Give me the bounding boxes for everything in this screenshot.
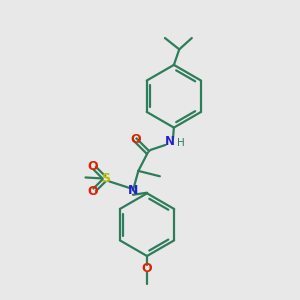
Text: O: O xyxy=(142,262,152,275)
Text: O: O xyxy=(88,160,98,173)
Text: O: O xyxy=(88,185,98,198)
Text: H: H xyxy=(177,137,184,148)
Text: N: N xyxy=(164,135,174,148)
Text: N: N xyxy=(128,184,138,197)
Text: S: S xyxy=(101,172,110,185)
Text: O: O xyxy=(130,133,141,146)
